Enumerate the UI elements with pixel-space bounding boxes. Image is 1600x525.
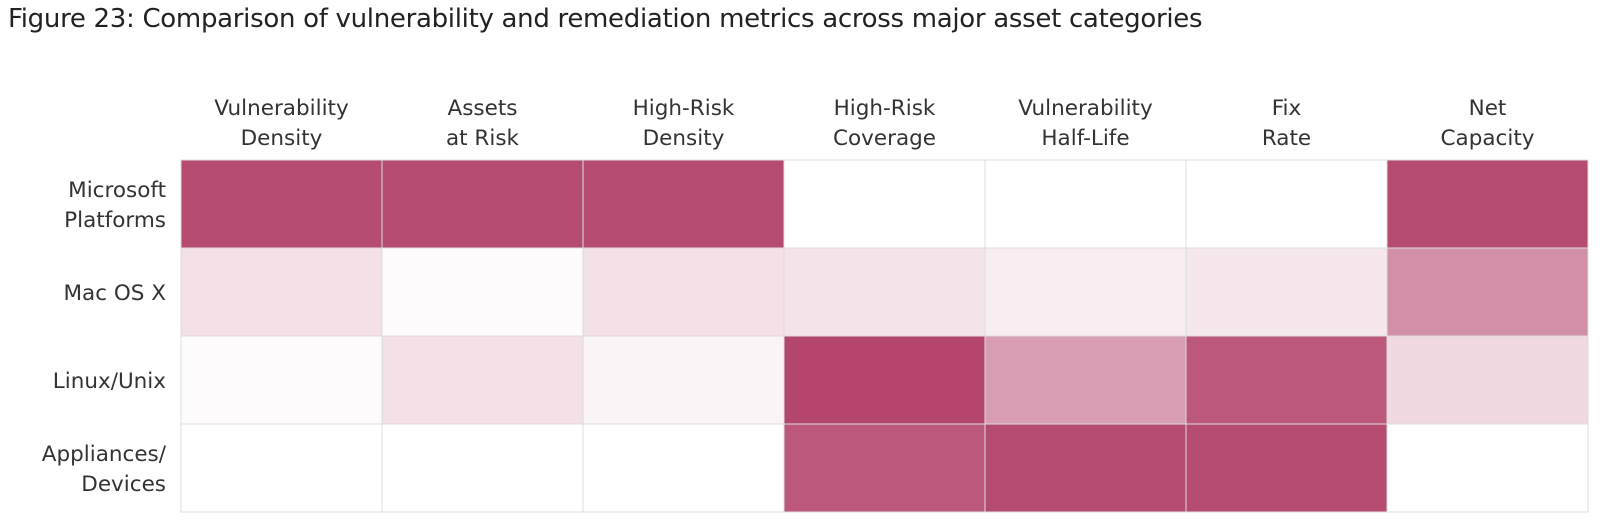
- heatmap-cell-microsoft-platforms-fix-rate: [1185, 159, 1388, 249]
- column-label-net-capacity: Net Capacity: [1441, 96, 1535, 151]
- heatmap-cell-linux-unix-vulnerability-half-life: [984, 335, 1187, 425]
- heatmap-cell-microsoft-platforms-vulnerability-half-life: [984, 159, 1187, 249]
- heatmap-cell-microsoft-platforms-assets-at-risk: [381, 159, 584, 249]
- column-label-fix-rate: Fix Rate: [1262, 96, 1311, 151]
- heatmap-cell-mac-os-x-high-risk-coverage: [783, 247, 986, 337]
- heatmap-cell-linux-unix-vulnerability-density: [180, 335, 383, 425]
- column-label-high-risk-density: High-Risk Density: [633, 96, 735, 151]
- heatmap-cell-appliances-devices-vulnerability-half-life: [984, 423, 1187, 513]
- column-label-vulnerability-half-life: Vulnerability Half-Life: [1018, 96, 1153, 151]
- heatmap-cell-mac-os-x-net-capacity: [1386, 247, 1589, 337]
- heatmap-cell-appliances-devices-vulnerability-density: [180, 423, 383, 513]
- heatmap-cell-appliances-devices-high-risk-density: [582, 423, 785, 513]
- column-labels: Vulnerability Density Assets at Risk High-Ri…: [214, 96, 1534, 151]
- chart-title: Figure 23: Comparison of vulnerability a…: [8, 4, 1203, 34]
- row-label-mac-os-x: Mac OS X: [63, 281, 166, 306]
- heatmap-cells: [180, 159, 1589, 513]
- heatmap-cell-mac-os-x-high-risk-density: [582, 247, 785, 337]
- heatmap-cell-mac-os-x-fix-rate: [1185, 247, 1388, 337]
- heatmap-cell-linux-unix-high-risk-coverage: [783, 335, 986, 425]
- heatmap-cell-mac-os-x-assets-at-risk: [381, 247, 584, 337]
- heatmap-cell-linux-unix-net-capacity: [1386, 335, 1589, 425]
- heatmap-cell-microsoft-platforms-high-risk-density: [582, 159, 785, 249]
- heatmap-cell-microsoft-platforms-high-risk-coverage: [783, 159, 986, 249]
- column-label-assets-at-risk: Assets at Risk: [446, 96, 520, 151]
- heatmap-cell-microsoft-platforms-net-capacity: [1386, 159, 1589, 249]
- heatmap-cell-appliances-devices-net-capacity: [1386, 423, 1589, 513]
- heatmap-cell-appliances-devices-fix-rate: [1185, 423, 1388, 513]
- row-labels: Microsoft Platforms Mac OS X Linux/Unix Appl…: [42, 178, 167, 497]
- row-label-appliances-devices: Appliances/Devices: [42, 442, 167, 497]
- heatmap-cell-linux-unix-assets-at-risk: [381, 335, 584, 425]
- heatmap-cell-linux-unix-fix-rate: [1185, 335, 1388, 425]
- heatmap-cell-appliances-devices-assets-at-risk: [381, 423, 584, 513]
- heatmap-cell-appliances-devices-high-risk-coverage: [783, 423, 986, 513]
- heatmap-cell-linux-unix-high-risk-density: [582, 335, 785, 425]
- heatmap-cell-microsoft-platforms-vulnerability-density: [180, 159, 383, 249]
- heatmap-cell-mac-os-x-vulnerability-density: [180, 247, 383, 337]
- heatmap-cell-mac-os-x-vulnerability-half-life: [984, 247, 1187, 337]
- column-label-high-risk-coverage: High-Risk Coverage: [833, 96, 936, 151]
- column-label-vulnerability-density: Vulnerability Density: [214, 96, 349, 151]
- row-label-linux-unix: Linux/Unix: [53, 369, 167, 394]
- row-label-microsoft-platforms: Microsoft Platforms: [64, 178, 166, 233]
